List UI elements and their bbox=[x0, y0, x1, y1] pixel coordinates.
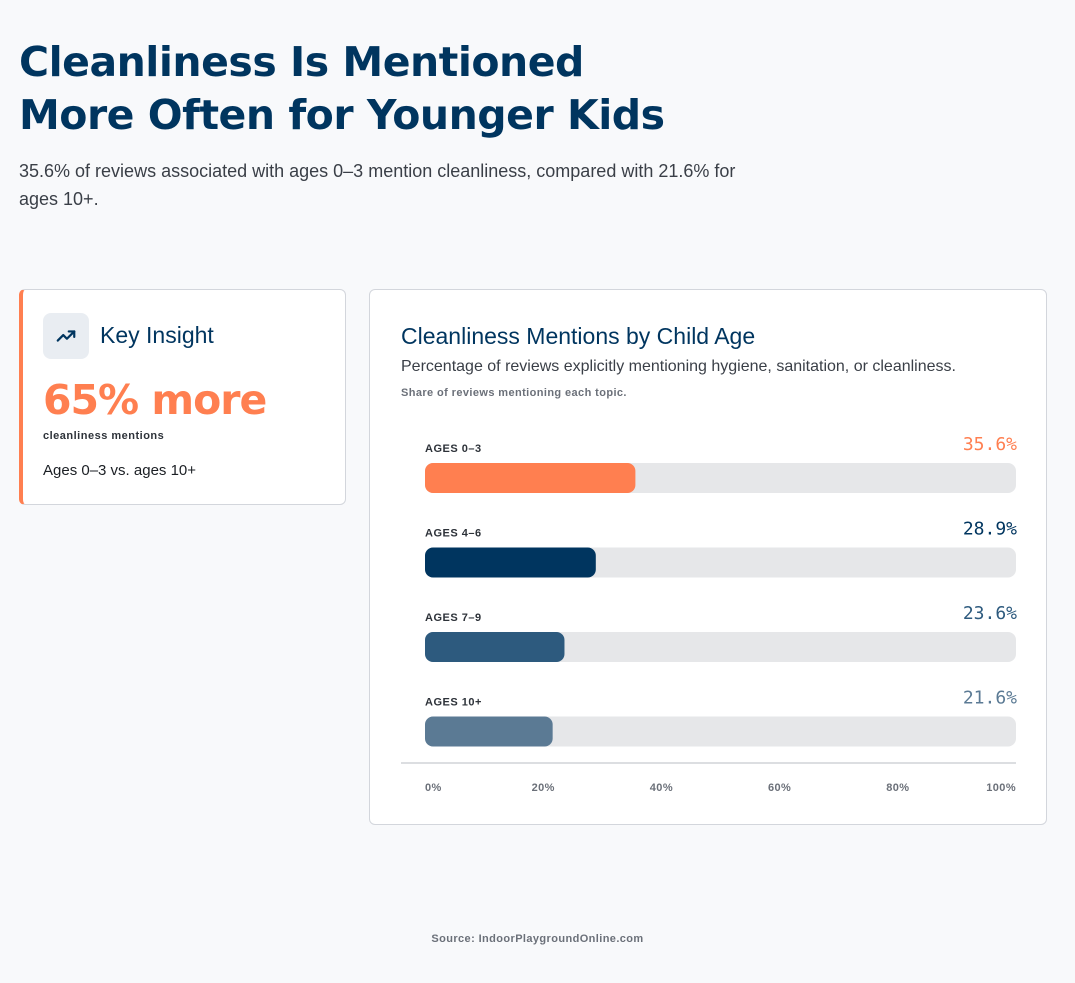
chart-caption: Share of reviews mentioning each topic. bbox=[401, 387, 627, 399]
bar bbox=[425, 547, 596, 578]
bar bbox=[425, 632, 565, 662]
insight-metric: cleanliness mentions bbox=[43, 430, 165, 442]
trending-up-icon bbox=[43, 313, 89, 359]
x-tick-label: 80% bbox=[886, 782, 909, 794]
category-label: AGES 7–9 bbox=[425, 612, 482, 624]
value-label: 35.6% bbox=[963, 434, 1017, 455]
bar-track bbox=[425, 632, 1016, 662]
x-tick-label: 60% bbox=[768, 782, 791, 794]
page-title: Cleanliness Is Mentioned More Often for … bbox=[19, 38, 665, 139]
x-tick-label: 20% bbox=[532, 782, 555, 794]
key-insight-card: Key Insight 65% more cleanliness mention… bbox=[19, 289, 346, 505]
chart-card: Cleanliness Mentions by Child Age Percen… bbox=[369, 289, 1047, 825]
insight-title: Key Insight bbox=[100, 322, 214, 348]
bar-track bbox=[425, 716, 1016, 747]
page-subtitle: 35.6% of reviews associated with ages 0–… bbox=[19, 161, 736, 209]
bar-chart: AGES 0–3 35.6% AGES 4–6 28.9% AGES 7–9 23.6% A… bbox=[401, 434, 1017, 794]
value-label: 23.6% bbox=[963, 603, 1017, 624]
x-tick-label: 100% bbox=[986, 782, 1016, 794]
value-label: 21.6% bbox=[963, 688, 1017, 709]
value-label: 28.9% bbox=[963, 519, 1017, 540]
insight-note: Ages 0–3 vs. ages 10+ bbox=[43, 462, 197, 479]
category-label: AGES 0–3 bbox=[425, 443, 482, 455]
x-tick-label: 40% bbox=[650, 782, 673, 794]
category-label: AGES 10+ bbox=[425, 697, 482, 709]
source-note: Source: IndoorPlaygroundOnline.com bbox=[431, 933, 644, 945]
x-tick-label: 0% bbox=[425, 782, 442, 794]
insight-value: 65% more bbox=[43, 376, 267, 424]
chart-title: Cleanliness Mentions by Child Age bbox=[401, 323, 756, 349]
bar bbox=[425, 716, 553, 747]
category-label: AGES 4–6 bbox=[425, 528, 482, 540]
chart-subtitle: Percentage of reviews explicitly mention… bbox=[401, 358, 956, 375]
bar bbox=[425, 463, 636, 493]
